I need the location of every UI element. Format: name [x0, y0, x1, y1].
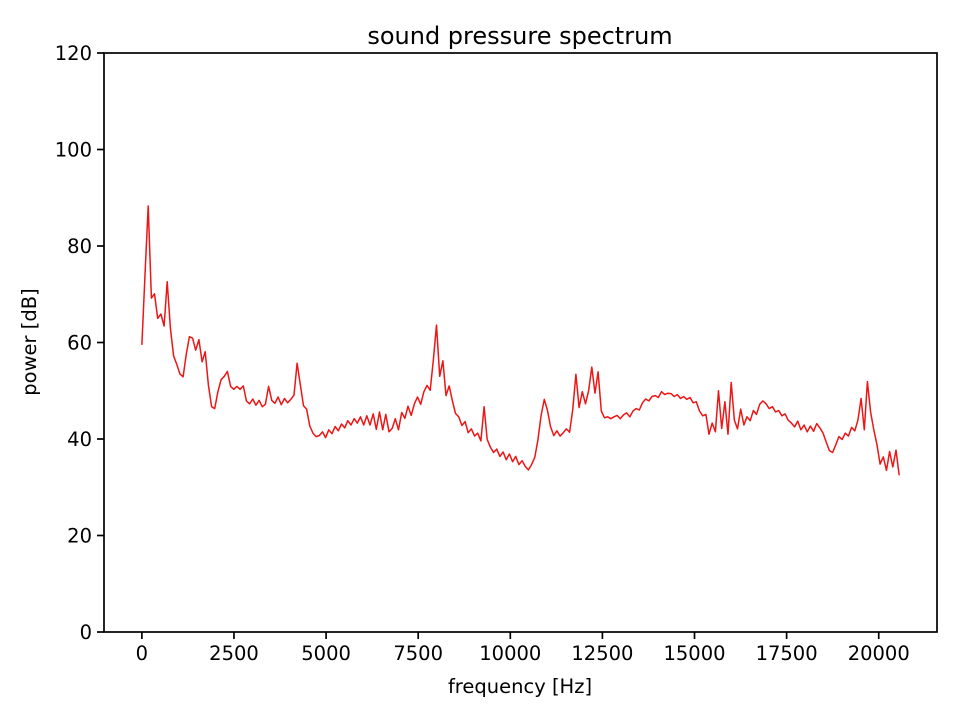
x-tick-label: 12500 — [571, 642, 633, 665]
y-tick-label: 100 — [55, 139, 92, 162]
plot-area — [103, 52, 938, 633]
x-axis: 0 2500 5000 7500 10000 12500 15000 17500 20000 — [136, 632, 910, 665]
x-tick-label: 10000 — [479, 642, 541, 665]
x-tick-label: 0 — [136, 642, 148, 665]
x-tick-label: 15000 — [663, 642, 725, 665]
y-tick-label: 0 — [80, 621, 92, 644]
y-tick-label: 80 — [67, 235, 92, 258]
spectrum-line — [141, 205, 900, 476]
x-tick-label: 2500 — [209, 642, 259, 665]
chart-title: sound pressure spectrum — [367, 22, 672, 50]
y-tick-label: 40 — [67, 428, 92, 451]
x-tick-label: 7500 — [393, 642, 443, 665]
x-axis-label: frequency [Hz] — [448, 675, 592, 698]
y-tick-label: 120 — [55, 42, 92, 65]
y-tick-label: 60 — [67, 332, 92, 355]
y-axis: 0 20 40 60 80 100 120 — [55, 42, 104, 644]
x-tick-label: 20000 — [848, 642, 910, 665]
y-tick-label: 20 — [67, 525, 92, 548]
x-tick-label: 17500 — [756, 642, 818, 665]
y-axis-label: power [dB] — [18, 288, 41, 395]
x-tick-label: 5000 — [301, 642, 351, 665]
